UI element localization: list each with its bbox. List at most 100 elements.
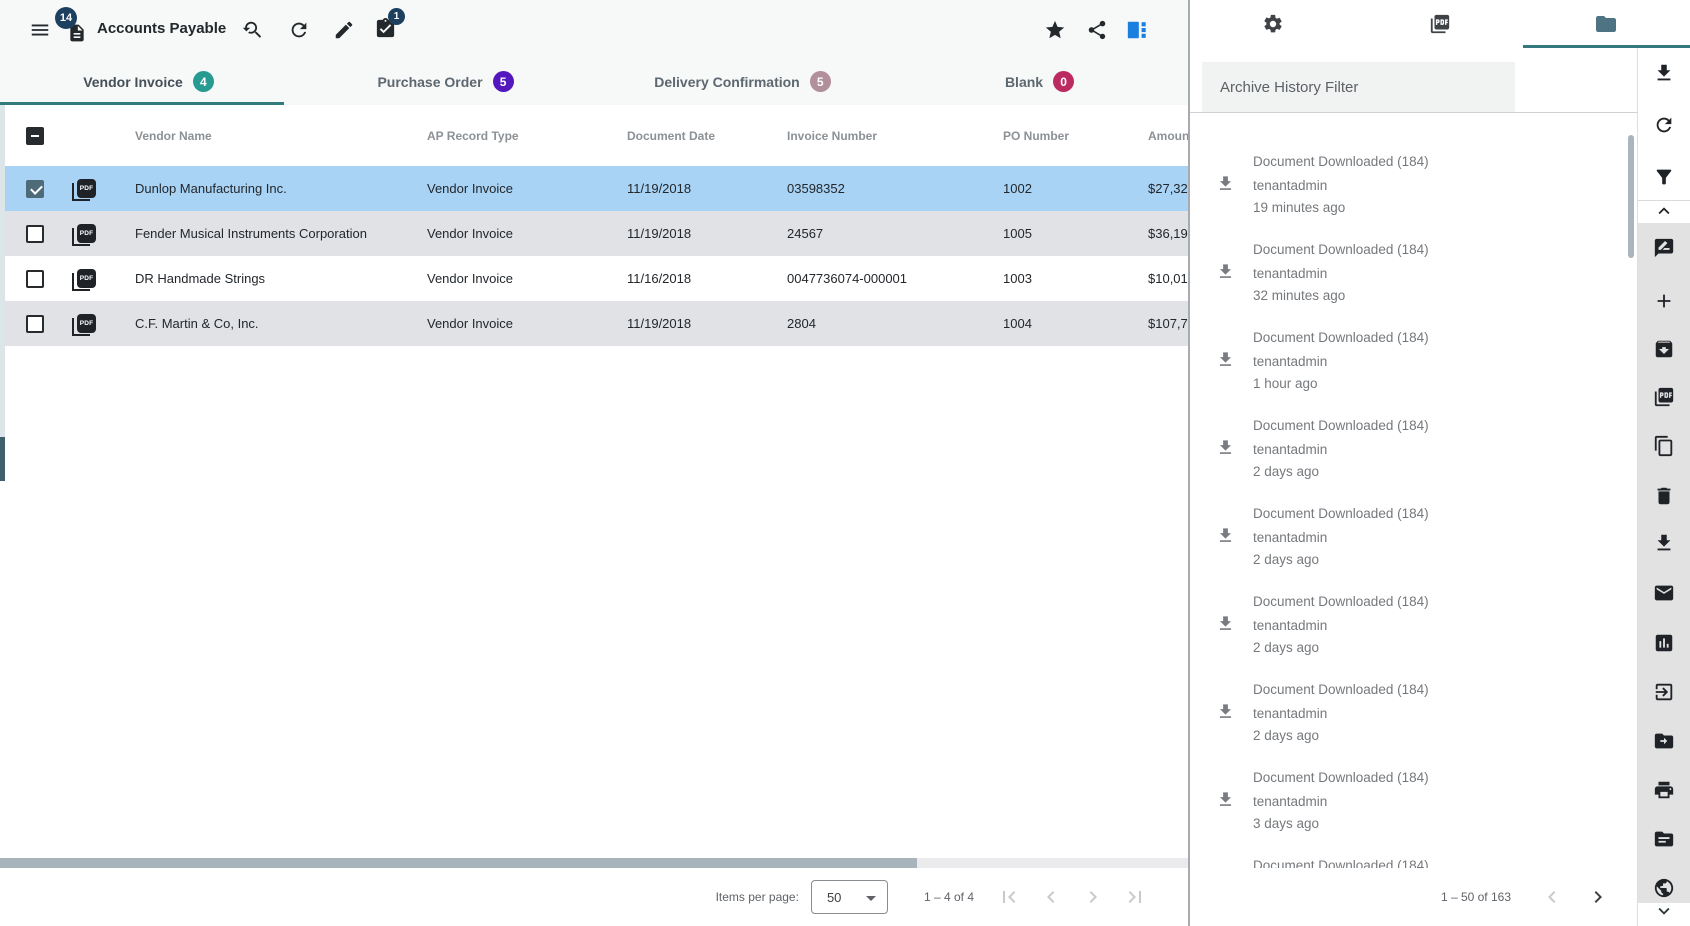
history-list: Document Downloaded (184) tenantadmin 19…: [1190, 113, 1628, 868]
row-checkbox[interactable]: [26, 269, 44, 288]
collapse-up-icon[interactable]: [1653, 200, 1675, 222]
download-icon: [1216, 526, 1235, 545]
download-icon[interactable]: [1653, 62, 1675, 84]
last-page-button[interactable]: [1122, 884, 1148, 910]
next-page-button[interactable]: [1080, 884, 1106, 910]
column-header-invoice-number: Invoice Number: [787, 128, 878, 143]
history-range-label: 1 – 50 of 163: [1440, 890, 1511, 904]
pdf-icon[interactable]: [72, 269, 96, 291]
inbox-documents-button[interactable]: 14: [55, 7, 91, 46]
table-row[interactable]: C.F. Martin & Co, Inc. Vendor Invoice 11…: [0, 301, 1188, 346]
cell-invoice-number: 2804: [787, 316, 816, 331]
record-type-tab[interactable]: Delivery Confirmation 5: [594, 58, 891, 105]
history-pagination: 1 – 50 of 163: [1190, 868, 1637, 926]
tab-count-badge: 4: [192, 71, 214, 92]
history-item-user: tenantadmin: [1253, 794, 1328, 809]
cell-document-date: 11/16/2018: [627, 271, 692, 286]
history-item-time: 3 days ago: [1253, 816, 1320, 831]
history-item-user: tenantadmin: [1253, 266, 1328, 281]
pdf-icon[interactable]: [72, 179, 96, 201]
cell-vendor-name: Fender Musical Instruments Corporation: [135, 226, 367, 241]
tab-settings[interactable]: [1190, 0, 1357, 48]
report-chart-icon[interactable]: [1653, 632, 1675, 654]
column-header-po-number: PO Number: [1003, 128, 1070, 143]
download-icon: [1216, 614, 1235, 633]
record-type-tab[interactable]: Purchase Order 5: [297, 58, 594, 105]
delete-icon[interactable]: [1653, 485, 1675, 507]
history-item-time: 2 days ago: [1253, 728, 1320, 743]
exit-icon[interactable]: [1653, 681, 1675, 703]
pdf-icon: [1430, 14, 1450, 34]
history-next-page-button[interactable]: [1585, 884, 1611, 910]
row-checkbox[interactable]: [26, 224, 44, 243]
items-per-page-label: Items per page:: [715, 890, 799, 904]
email-icon[interactable]: [1653, 582, 1675, 604]
history-item-time: 32 minutes ago: [1253, 288, 1346, 303]
history-item-title: Document Downloaded (184): [1253, 418, 1429, 433]
table-row[interactable]: Dunlop Manufacturing Inc. Vendor Invoice…: [0, 166, 1188, 211]
record-type-tab[interactable]: Blank 0: [891, 58, 1188, 105]
filter-icon[interactable]: [1653, 166, 1675, 188]
folder-contents-icon[interactable]: [1653, 828, 1675, 850]
history-item-title: Document Downloaded (184): [1253, 506, 1429, 521]
history-item-time: 19 minutes ago: [1253, 200, 1346, 215]
annotate-icon[interactable]: [1653, 237, 1675, 259]
share-icon[interactable]: [1086, 19, 1108, 41]
copy-icon[interactable]: [1653, 435, 1675, 457]
table-row[interactable]: DR Handmade Strings Vendor Invoice 11/16…: [0, 256, 1188, 301]
cell-vendor-name: Dunlop Manufacturing Inc.: [135, 181, 287, 196]
cell-vendor-name: DR Handmade Strings: [135, 271, 266, 286]
history-item-user: tenantadmin: [1253, 178, 1328, 193]
history-list-item[interactable]: Document Downloaded (184) tenantadmin 1 …: [1190, 322, 1628, 410]
history-list-item[interactable]: Document Downloaded (184) tenantadmin 2 …: [1190, 586, 1628, 674]
history-list-item[interactable]: Document Downloaded (184) tenantadmin 32…: [1190, 234, 1628, 322]
history-list-item[interactable]: Document Downloaded (184) tenantadmin 2 …: [1190, 498, 1628, 586]
previous-page-button[interactable]: [1038, 884, 1064, 910]
table-row[interactable]: Fender Musical Instruments Corporation V…: [0, 211, 1188, 256]
main-area: 14 Accounts Payable 1: [0, 0, 1188, 926]
left-scrollbar-thumb[interactable]: [0, 437, 5, 481]
history-list-item[interactable]: Document Downloaded (184): [1190, 850, 1628, 868]
row-checkbox[interactable]: [26, 179, 44, 198]
tab-archive-history[interactable]: [1523, 0, 1690, 48]
split-view-icon[interactable]: [1126, 19, 1148, 41]
column-header-amount: Amount: [1148, 128, 1188, 143]
history-list-item[interactable]: Document Downloaded (184) tenantadmin 2 …: [1190, 410, 1628, 498]
collapse-down-icon[interactable]: [1653, 900, 1675, 922]
cell-amount: $107,77: [1148, 316, 1188, 331]
column-header-vendor-name: Vendor Name: [135, 128, 212, 143]
history-list-item[interactable]: Document Downloaded (184) tenantadmin 3 …: [1190, 762, 1628, 850]
pdf-icon[interactable]: [72, 224, 96, 246]
edit-icon[interactable]: [333, 19, 355, 41]
archive-history-filter[interactable]: Archive History Filter: [1202, 62, 1515, 112]
download-icon: [1216, 350, 1235, 369]
menu-icon[interactable]: [29, 19, 51, 41]
search-again-icon[interactable]: [241, 19, 263, 41]
add-icon[interactable]: [1653, 290, 1675, 312]
archive-icon[interactable]: [1653, 338, 1675, 360]
refresh-icon[interactable]: [288, 19, 310, 41]
tasks-button[interactable]: 1: [374, 8, 405, 41]
favorite-star-icon[interactable]: [1044, 19, 1066, 41]
history-scrollbar-thumb[interactable]: [1628, 135, 1634, 258]
publish-web-icon[interactable]: [1653, 877, 1675, 899]
refresh-icon[interactable]: [1653, 114, 1675, 136]
pdf-icon[interactable]: [72, 314, 96, 336]
record-type-tab[interactable]: Vendor Invoice 4: [0, 58, 297, 105]
download-icon[interactable]: [1653, 532, 1675, 554]
history-list-item[interactable]: Document Downloaded (184) tenantadmin 19…: [1190, 146, 1628, 234]
history-list-item[interactable]: Document Downloaded (184) tenantadmin 2 …: [1190, 674, 1628, 762]
move-to-folder-icon[interactable]: [1653, 730, 1675, 752]
history-previous-page-button[interactable]: [1539, 884, 1565, 910]
horizontal-scrollbar-thumb[interactable]: [0, 858, 917, 868]
items-per-page-select[interactable]: 50: [810, 880, 888, 914]
history-item-title: Document Downloaded (184): [1253, 682, 1429, 697]
select-all-checkbox[interactable]: [26, 126, 44, 145]
first-page-button[interactable]: [996, 884, 1022, 910]
inbox-count-badge: 14: [55, 7, 77, 29]
row-checkbox[interactable]: [26, 314, 44, 333]
tab-pdf-viewer[interactable]: [1357, 0, 1524, 48]
print-icon[interactable]: [1653, 779, 1675, 801]
pdf-icon[interactable]: [1653, 386, 1675, 408]
document-icon: [70, 24, 84, 42]
